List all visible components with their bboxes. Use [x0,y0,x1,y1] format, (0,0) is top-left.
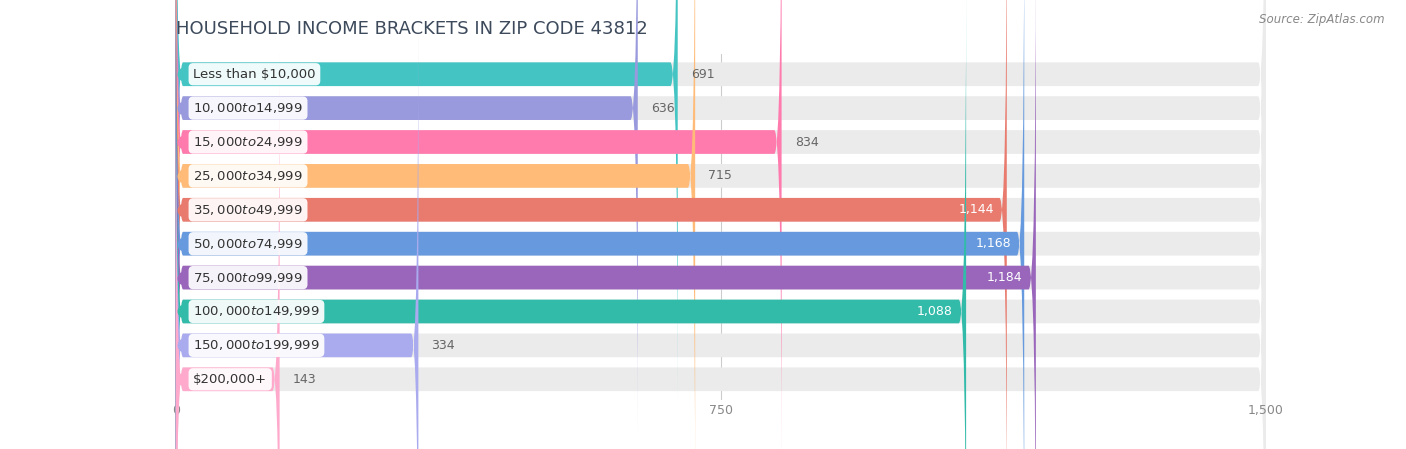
FancyBboxPatch shape [176,0,638,435]
FancyBboxPatch shape [176,0,782,449]
FancyBboxPatch shape [176,0,966,449]
FancyBboxPatch shape [176,0,1265,401]
FancyBboxPatch shape [176,18,419,449]
Text: 691: 691 [690,68,714,81]
FancyBboxPatch shape [176,0,1265,435]
Text: 334: 334 [432,339,456,352]
FancyBboxPatch shape [176,0,1265,449]
FancyBboxPatch shape [176,0,1265,449]
Text: 1,184: 1,184 [987,271,1022,284]
FancyBboxPatch shape [176,0,1265,449]
Text: 636: 636 [651,101,675,114]
Text: $100,000 to $149,999: $100,000 to $149,999 [193,304,319,318]
FancyBboxPatch shape [176,52,280,449]
Text: $150,000 to $199,999: $150,000 to $199,999 [193,339,319,352]
Text: Less than $10,000: Less than $10,000 [193,68,316,81]
FancyBboxPatch shape [176,52,1265,449]
Text: $50,000 to $74,999: $50,000 to $74,999 [193,237,302,251]
Text: $35,000 to $49,999: $35,000 to $49,999 [193,203,302,217]
Text: 1,088: 1,088 [917,305,953,318]
FancyBboxPatch shape [176,0,1024,449]
Text: 715: 715 [709,169,733,182]
Text: $15,000 to $24,999: $15,000 to $24,999 [193,135,302,149]
Text: $200,000+: $200,000+ [193,373,267,386]
FancyBboxPatch shape [176,0,1265,449]
FancyBboxPatch shape [176,0,695,449]
Text: Source: ZipAtlas.com: Source: ZipAtlas.com [1260,13,1385,26]
FancyBboxPatch shape [176,0,1036,449]
Text: $25,000 to $34,999: $25,000 to $34,999 [193,169,302,183]
FancyBboxPatch shape [176,0,678,401]
Text: HOUSEHOLD INCOME BRACKETS IN ZIP CODE 43812: HOUSEHOLD INCOME BRACKETS IN ZIP CODE 43… [176,21,648,39]
Text: $75,000 to $99,999: $75,000 to $99,999 [193,271,302,285]
Text: $10,000 to $14,999: $10,000 to $14,999 [193,101,302,115]
FancyBboxPatch shape [176,0,1007,449]
Text: 1,144: 1,144 [959,203,994,216]
FancyBboxPatch shape [176,0,1265,449]
FancyBboxPatch shape [176,18,1265,449]
FancyBboxPatch shape [176,0,1265,449]
Text: 1,168: 1,168 [976,237,1011,250]
Text: 143: 143 [292,373,316,386]
Text: 834: 834 [794,136,818,149]
